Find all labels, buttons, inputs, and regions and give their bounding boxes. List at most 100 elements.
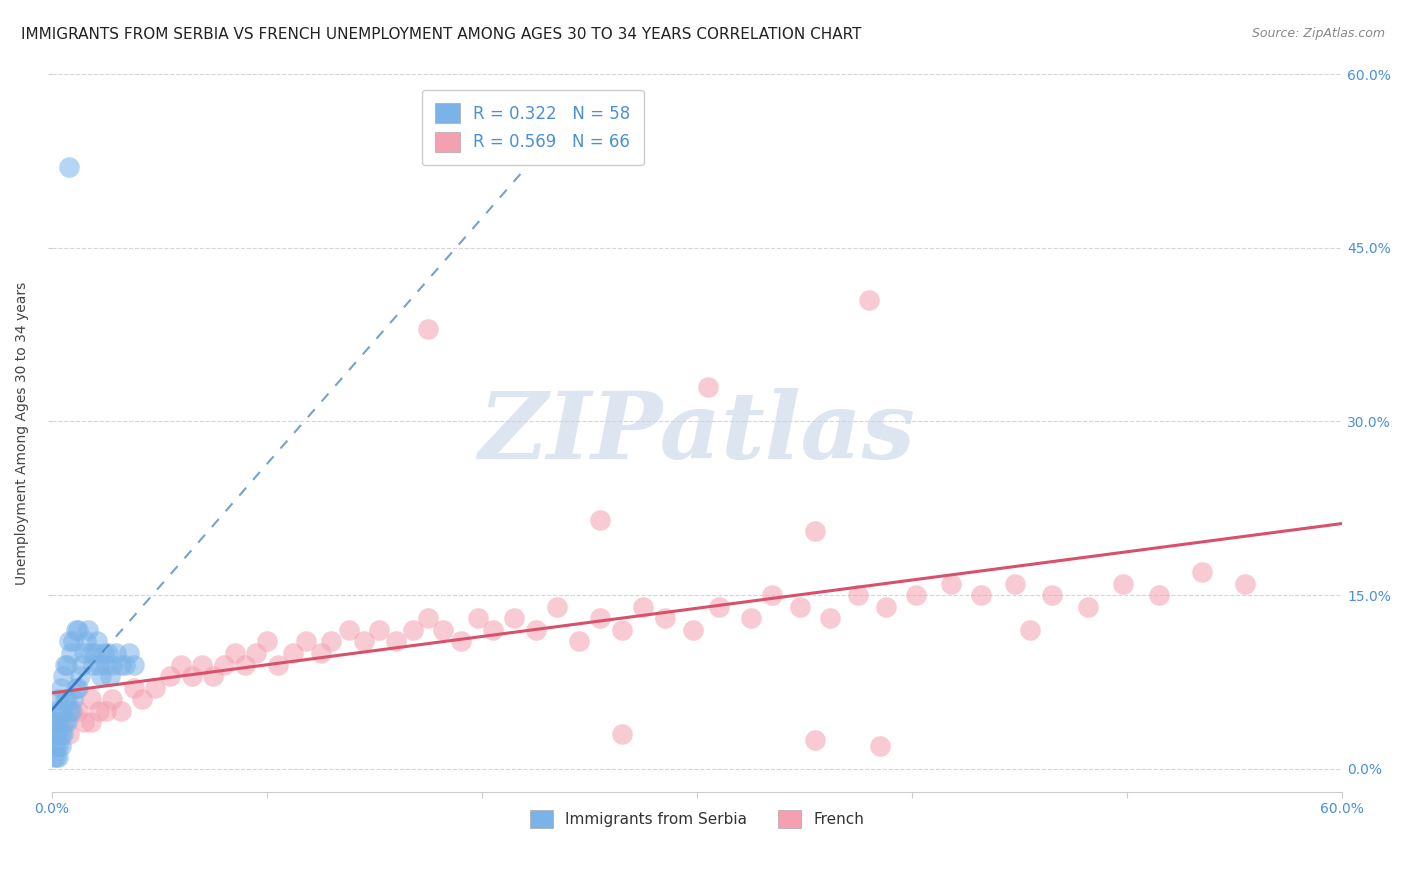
Point [45, 704, 67, 718]
Point [73, 646, 96, 660]
Point [66, 704, 89, 718]
Point [69, 669, 91, 683]
Point [848, 588, 870, 602]
Point [70, 657, 93, 672]
Point [503, 611, 526, 625]
Point [191, 657, 214, 672]
Point [122, 657, 145, 672]
Point [180, 669, 202, 683]
Point [89, 704, 111, 718]
Point [118, 646, 141, 660]
Point [62, 692, 84, 706]
Point [202, 669, 225, 683]
Point [48, 715, 70, 730]
Point [450, 634, 472, 648]
Point [761, 588, 783, 602]
Point [110, 657, 132, 672]
Point [875, 599, 897, 614]
Point [696, 379, 718, 393]
Point [52, 727, 75, 741]
Point [49, 704, 72, 718]
Point [589, 611, 612, 625]
Point [58, 160, 80, 174]
Point [905, 588, 928, 602]
Point [1077, 599, 1099, 614]
Point [45, 727, 67, 741]
Point [804, 524, 827, 539]
Point [60, 646, 83, 660]
Point [568, 634, 591, 648]
Point [245, 646, 267, 660]
Point [294, 634, 316, 648]
Point [143, 681, 166, 695]
Point [60, 704, 83, 718]
Point [1234, 576, 1257, 591]
Point [94, 704, 117, 718]
Point [267, 657, 290, 672]
Point [45, 715, 67, 730]
Text: Source: ZipAtlas.com: Source: ZipAtlas.com [1251, 27, 1385, 40]
Point [56, 715, 79, 730]
Point [101, 657, 124, 672]
Point [170, 657, 193, 672]
Point [56, 657, 79, 672]
Point [48, 739, 70, 753]
Point [224, 646, 246, 660]
Point [42, 739, 65, 753]
Point [939, 576, 962, 591]
Point [45, 750, 67, 764]
Point [79, 646, 101, 660]
Point [524, 623, 547, 637]
Point [159, 669, 181, 683]
Point [467, 611, 489, 625]
Point [804, 732, 827, 747]
Point [73, 715, 96, 730]
Point [122, 681, 145, 695]
Point [48, 715, 70, 730]
Point [321, 634, 343, 648]
Point [367, 623, 389, 637]
Point [281, 646, 304, 660]
Point [62, 634, 84, 648]
Point [42, 715, 65, 730]
Point [66, 681, 89, 695]
Point [52, 669, 75, 683]
Point [42, 750, 65, 764]
Point [1191, 565, 1213, 579]
Point [79, 715, 101, 730]
Point [970, 588, 993, 602]
Point [89, 657, 111, 672]
Point [418, 611, 440, 625]
Point [49, 681, 72, 695]
Point [84, 646, 107, 660]
Point [101, 692, 124, 706]
Point [105, 646, 128, 660]
Point [869, 739, 891, 753]
Point [546, 599, 568, 614]
Point [86, 634, 108, 648]
Point [53, 692, 76, 706]
Text: ZIPatlas: ZIPatlas [478, 388, 915, 478]
Point [93, 646, 115, 660]
Point [48, 750, 70, 764]
Point [1040, 588, 1063, 602]
Point [53, 657, 76, 672]
Point [1004, 576, 1026, 591]
Point [610, 623, 633, 637]
Point [82, 657, 104, 672]
Point [402, 623, 425, 637]
Point [98, 669, 121, 683]
Point [53, 715, 76, 730]
Point [858, 293, 880, 307]
Point [65, 623, 87, 637]
Point [94, 657, 117, 672]
Point [58, 634, 80, 648]
Point [56, 692, 79, 706]
Point [1112, 576, 1135, 591]
Point [682, 623, 704, 637]
Point [789, 599, 811, 614]
Point [131, 692, 153, 706]
Point [65, 681, 87, 695]
Point [75, 634, 97, 648]
Text: IMMIGRANTS FROM SERBIA VS FRENCH UNEMPLOYMENT AMONG AGES 30 TO 34 YEARS CORRELAT: IMMIGRANTS FROM SERBIA VS FRENCH UNEMPLO… [21, 27, 862, 42]
